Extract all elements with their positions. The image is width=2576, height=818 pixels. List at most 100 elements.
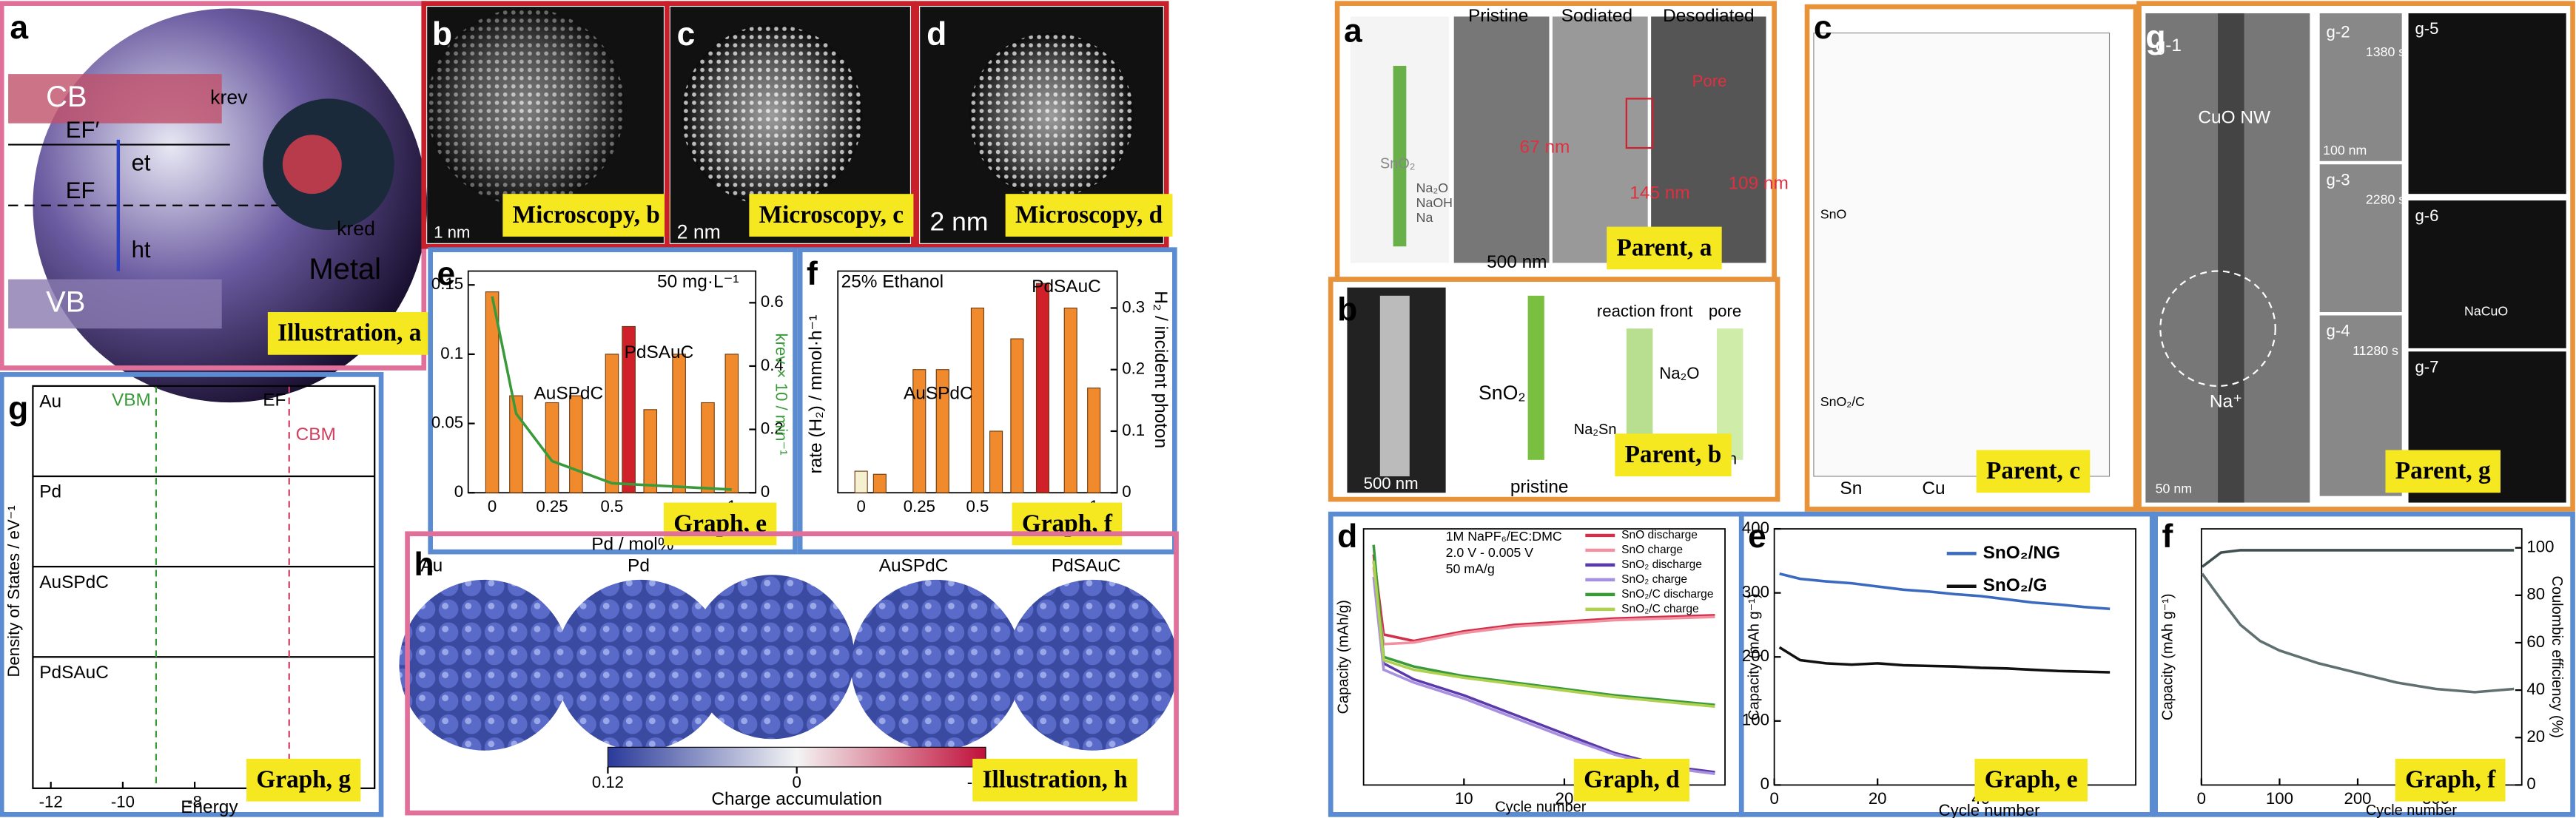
panel-text: Capacity (mAh/g) xyxy=(1335,600,1351,714)
panel-label: Parent, c xyxy=(1986,457,2080,484)
panel-text: reaction front xyxy=(1597,302,1693,320)
y-tick-label: 0.1 xyxy=(440,344,463,362)
panel-text: Na₂O xyxy=(1659,364,1699,382)
panel-border xyxy=(2136,1,2575,512)
y2-tick-label: 0.4 xyxy=(761,356,784,374)
panel-label: Illustration, h xyxy=(983,766,1129,794)
bar xyxy=(605,354,619,493)
panel-text: 1380 s xyxy=(2366,44,2405,59)
panel-text: AuSPdC xyxy=(534,383,604,403)
panel-text: 1 nm xyxy=(434,223,470,241)
x-tick-label: 0.25 xyxy=(904,497,935,516)
panel-label: Graph, g xyxy=(256,766,351,794)
panel-letter: g xyxy=(8,391,28,427)
y-tick-label: 0 xyxy=(1761,774,1769,793)
y2-tick-label: 0.1 xyxy=(1122,421,1145,439)
panel-text: Charge accumulation xyxy=(711,789,882,809)
bar xyxy=(872,473,887,493)
panel-border xyxy=(797,247,1177,555)
y2-tick-label: 80 xyxy=(2526,585,2545,604)
panel-text: 2 nm xyxy=(677,220,721,243)
plot-frame xyxy=(1773,528,2136,786)
label-box xyxy=(2385,450,2501,493)
label-box xyxy=(1615,433,1732,477)
panel-border xyxy=(914,1,1169,249)
panel-label: Graph, e xyxy=(1985,766,2078,794)
panel-text: VB xyxy=(46,285,85,318)
panel-text: AuSPdC xyxy=(39,572,109,592)
panel-label: Graph, d xyxy=(1584,766,1680,794)
panel-text: Cycle number xyxy=(1495,800,1587,816)
panel-text: NaCuO xyxy=(2464,304,2508,319)
panel-text: rate (H₂) / mmol·h⁻¹ xyxy=(806,315,826,474)
panel-text: NaOH xyxy=(1416,195,1453,210)
panel-letter: a xyxy=(10,10,28,46)
bar xyxy=(935,369,949,493)
y-tick-label: 0.15 xyxy=(431,274,463,293)
legend-label: SnO discharge xyxy=(1621,529,1698,541)
panel-text: 50 nm xyxy=(2156,481,2192,496)
y-tick-label: 0 xyxy=(454,482,463,501)
legend-label: SnO₂ charge xyxy=(1621,573,1687,586)
legend-label: SnO₂ discharge xyxy=(1621,558,1702,571)
panel-label: Graph, f xyxy=(2405,766,2496,794)
bar xyxy=(545,402,559,493)
panel-text: VBM xyxy=(112,390,151,410)
label-box xyxy=(972,758,1138,802)
panel-label: Microscopy, b xyxy=(513,201,660,229)
y2-tick-label: 0.3 xyxy=(1122,297,1145,316)
y2-tick-label: 60 xyxy=(2526,632,2545,651)
bar xyxy=(643,409,658,493)
y2-tick-label: 20 xyxy=(2526,727,2545,746)
panel-text: et xyxy=(132,149,151,175)
y-tick-label: 100 xyxy=(1742,711,1769,729)
x-tick-label: 200 xyxy=(2344,789,2371,808)
panel-text: Coulombic efficiency (%) xyxy=(2549,576,2565,738)
panel-text: Sodiated xyxy=(1561,6,1632,26)
panel-border xyxy=(665,1,916,249)
panel-artwork xyxy=(8,7,2566,789)
series-line xyxy=(491,296,732,491)
panel-text: 109 nm xyxy=(1728,173,1788,193)
colorbar-tick-label: 0.12 xyxy=(592,773,624,791)
panel-text: Au xyxy=(420,556,443,576)
panel-border xyxy=(1738,511,2155,817)
x-tick-label: -8 xyxy=(187,793,202,811)
panel-text: Pd / mol% xyxy=(591,535,673,555)
label-box xyxy=(1573,758,1689,802)
panel-text: Na₂O xyxy=(1416,180,1448,195)
panel-text: EF xyxy=(263,390,286,410)
panel-text: Capacity (mAh g⁻¹) xyxy=(2160,593,2176,720)
panel-letter: f xyxy=(2162,518,2173,555)
y-tick-label: 400 xyxy=(1742,518,1769,537)
panel-label: Parent, b xyxy=(1625,441,1722,468)
label-box xyxy=(663,502,777,546)
x-tick-label: 0.5 xyxy=(966,497,989,516)
panel-letter: a xyxy=(1344,13,1362,49)
panel-text: Pore xyxy=(1692,72,1727,90)
label-box xyxy=(1005,194,1173,237)
legend-label: SnO₂/C charge xyxy=(1621,603,1698,615)
panel-text: 100 nm xyxy=(2323,143,2367,158)
bar xyxy=(1010,338,1024,493)
bar xyxy=(912,369,927,493)
panel-letter: h xyxy=(414,547,434,583)
panel-text: 67 nm xyxy=(1520,137,1570,157)
panel-text: 500 nm xyxy=(1487,252,1547,272)
panel-text: EF′ xyxy=(66,117,100,143)
panel-text: g-7 xyxy=(2415,357,2438,376)
x-tick-label: 0.25 xyxy=(536,497,568,516)
panel-text: g-3 xyxy=(2327,170,2350,189)
plot-frame xyxy=(32,385,376,789)
panel-text: Cycle number xyxy=(2366,802,2458,818)
panel-text: 2 nm xyxy=(930,207,989,237)
panel-border xyxy=(1804,4,2139,512)
bar xyxy=(701,402,715,493)
panel-text: CuO NW xyxy=(2198,108,2270,128)
panel-text: pore xyxy=(1709,302,1741,320)
bar xyxy=(485,291,500,493)
panel-label: Parent, g xyxy=(2395,457,2491,484)
panel-text: g-6 xyxy=(2415,206,2438,225)
